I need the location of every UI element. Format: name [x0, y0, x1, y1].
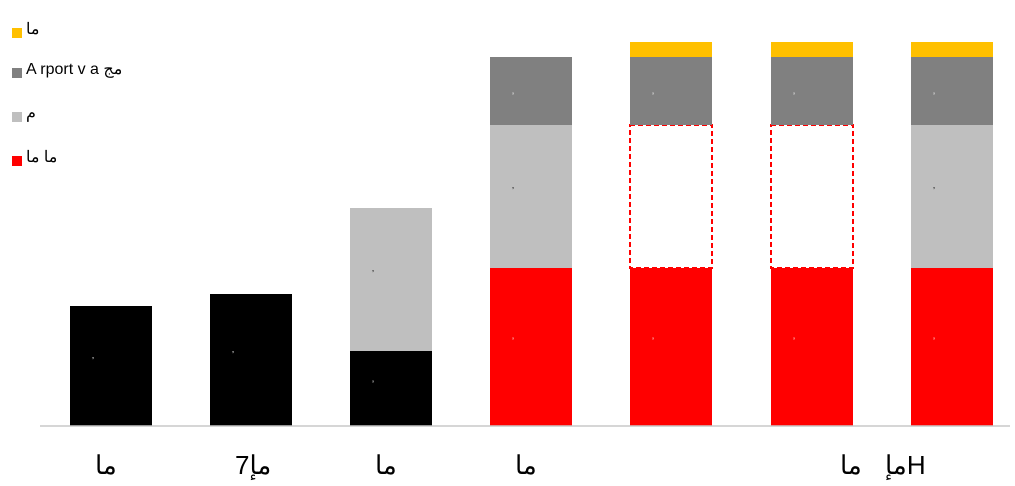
bar-segment-s3-c3 [490, 268, 572, 426]
data-label-s2-c2: ’ [372, 269, 374, 279]
bar-segment-s0-c5 [771, 42, 853, 57]
legend-swatch-3 [12, 112, 22, 122]
x-tick-label-1: مإ7 [235, 450, 271, 481]
x-tick-label-5: مإH [885, 450, 926, 481]
bar-segment-s0-c6 [911, 42, 993, 57]
placeholder-segment-4 [629, 124, 713, 269]
data-label-s3-c5: ’ [793, 336, 795, 346]
data-label-s4-c0: ’ [92, 356, 94, 366]
bar-segment-s1-c3 [490, 57, 572, 125]
legend-swatch-4 [12, 156, 22, 166]
data-label-s3-c4: ’ [652, 336, 654, 346]
data-label-s2-c3: ’ [512, 186, 514, 196]
legend-item-2: A rport v a مج [10, 54, 230, 80]
bar-segment-s1-c5 [771, 57, 853, 125]
data-label-s2-c6: ’ [933, 186, 935, 196]
x-tick-label-2: ما [375, 450, 397, 480]
x-tick-label-0: ما [95, 450, 117, 480]
data-label-s1-c6: ’ [933, 91, 935, 101]
data-label-s1-c5: ’ [793, 91, 795, 101]
data-label-s4-c2: ’ [372, 379, 374, 389]
bar-segment-s4-c1 [210, 294, 292, 426]
legend-label-2: A rport v a مج [26, 61, 123, 78]
legend-item-3: م [10, 98, 230, 124]
legend-item-1: ما [10, 14, 230, 40]
data-label-s3-c6: ’ [933, 336, 935, 346]
data-label-s1-c4: ’ [652, 91, 654, 101]
bar-segment-s1-c4 [630, 57, 712, 125]
placeholder-segment-5 [770, 124, 854, 269]
bar-segment-s0-c4 [630, 42, 712, 57]
legend-swatch-2 [12, 68, 22, 78]
legend-swatch-1 [12, 28, 22, 38]
bar-segment-s2-c3 [490, 125, 572, 268]
x-tick-label-4: ما [840, 450, 862, 480]
data-label-s3-c3: ’ [512, 336, 514, 346]
bar-segment-s4-c2 [350, 351, 432, 426]
bar-segment-s3-c6 [911, 268, 993, 426]
bar-segment-s3-c5 [771, 268, 853, 426]
legend: ما A rport v a مج م ما ما [10, 14, 230, 186]
x-tick-label-3: ما [515, 450, 537, 480]
data-label-s4-c1: ’ [232, 349, 234, 359]
bar-segment-s4-c0 [70, 306, 152, 426]
data-label-s1-c3: ’ [512, 91, 514, 101]
bar-segment-s2-c6 [911, 125, 993, 268]
bar-segment-s1-c6 [911, 57, 993, 125]
legend-label-1: ما [26, 21, 40, 38]
legend-label-4: ما ما [26, 149, 58, 166]
bar-segment-s3-c4 [630, 268, 712, 426]
bar-segment-s2-c2 [350, 208, 432, 351]
legend-label-3: م [26, 105, 36, 122]
legend-item-4: ما ما [10, 142, 230, 168]
